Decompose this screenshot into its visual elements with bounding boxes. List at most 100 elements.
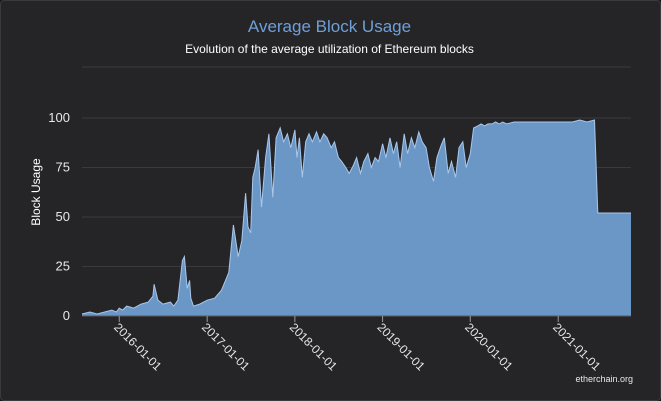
data-point: [609, 212, 610, 213]
data-point: [141, 304, 142, 305]
data-point: [331, 147, 332, 148]
data-point: [594, 119, 595, 120]
data-point: [481, 123, 482, 124]
data-point: [466, 167, 467, 168]
data-point: [455, 177, 456, 178]
data-point: [170, 302, 171, 303]
data-point: [565, 121, 566, 122]
data-point: [247, 226, 248, 227]
data-point: [81, 313, 82, 314]
data-point: [473, 127, 474, 128]
data-point: [276, 137, 277, 138]
y-tick-label: 75: [56, 160, 70, 175]
data-point: [154, 284, 155, 285]
data-point: [255, 167, 256, 168]
data-point: [543, 121, 544, 122]
data-point: [349, 173, 350, 174]
data-point: [283, 141, 284, 142]
data-point: [221, 290, 222, 291]
data-point: [97, 313, 98, 314]
data-point: [162, 304, 163, 305]
data-point: [484, 125, 485, 126]
data-point: [319, 141, 320, 142]
area-fill: [82, 120, 631, 316]
data-point: [187, 288, 188, 289]
data-point: [440, 145, 441, 146]
data-point: [189, 280, 190, 281]
data-point: [250, 232, 251, 233]
data-point: [228, 272, 229, 273]
data-point: [122, 310, 123, 311]
data-point: [371, 167, 372, 168]
x-tick-label: 2021-01-01: [550, 320, 604, 374]
data-point: [404, 133, 405, 134]
data-point: [550, 121, 551, 122]
data-point: [492, 123, 493, 124]
data-point: [316, 131, 317, 132]
data-point: [290, 147, 291, 148]
data-point: [265, 157, 266, 158]
data-point: [182, 260, 183, 261]
credit-link[interactable]: etherchain.org: [575, 374, 633, 384]
data-point: [470, 153, 471, 154]
data-point: [89, 311, 90, 312]
data-point: [148, 302, 149, 303]
data-point: [448, 173, 449, 174]
data-point: [258, 149, 259, 150]
data-point: [572, 121, 573, 122]
y-tick-label: 25: [56, 259, 70, 274]
data-point: [299, 137, 300, 138]
data-point: [245, 193, 246, 194]
x-tick-label: 2016-01-01: [111, 320, 165, 374]
data-point: [157, 300, 158, 301]
data-point: [356, 157, 357, 158]
x-tick-label: 2020-01-01: [462, 320, 516, 374]
data-point: [294, 129, 295, 130]
data-point: [414, 147, 415, 148]
y-axis-label: Block Usage: [29, 158, 43, 226]
data-point: [345, 167, 346, 168]
data-point: [433, 181, 434, 182]
x-tick-label: 2017-01-01: [199, 320, 253, 374]
data-point: [327, 137, 328, 138]
chart-title: Average Block Usage: [247, 17, 412, 36]
data-point: [261, 207, 262, 208]
data-point: [323, 133, 324, 134]
data-point: [334, 141, 335, 142]
data-point: [422, 141, 423, 142]
data-point: [389, 137, 390, 138]
x-tick-label: 2019-01-01: [374, 320, 428, 374]
data-point: [378, 161, 379, 162]
data-point: [241, 240, 242, 241]
data-point: [601, 212, 602, 213]
data-point: [363, 161, 364, 162]
data-point: [272, 197, 273, 198]
data-point: [499, 123, 500, 124]
data-point: [477, 125, 478, 126]
data-point: [597, 212, 598, 213]
data-point: [308, 133, 309, 134]
data-point: [119, 308, 120, 309]
data-point: [426, 147, 427, 148]
data-point: [458, 147, 459, 148]
data-point: [393, 153, 394, 154]
data-point: [436, 157, 437, 158]
data-point: [586, 121, 587, 122]
data-point: [233, 224, 234, 225]
data-point: [173, 306, 174, 307]
data-point: [177, 300, 178, 301]
data-point: [252, 177, 253, 178]
data-point: [367, 153, 368, 154]
data-point: [353, 165, 354, 166]
data-point: [444, 137, 445, 138]
data-point: [462, 141, 463, 142]
data-point: [506, 123, 507, 124]
data-point: [411, 137, 412, 138]
data-point: [312, 141, 313, 142]
data-point: [495, 121, 496, 122]
data-point: [623, 212, 624, 213]
data-point: [199, 304, 200, 305]
data-point: [418, 131, 419, 132]
data-point: [630, 212, 631, 213]
